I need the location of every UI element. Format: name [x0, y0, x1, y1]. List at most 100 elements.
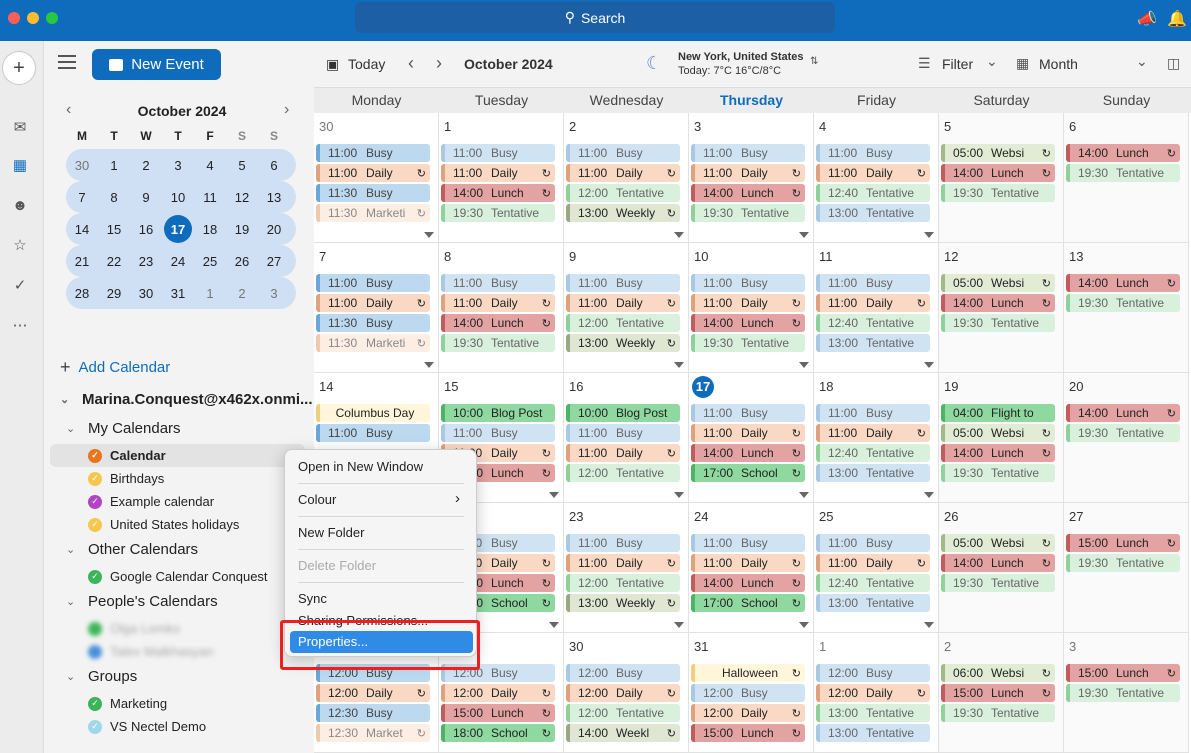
calendar-item-birthdays[interactable]: ✓ Birthdays: [88, 471, 358, 486]
day-cell[interactable]: 31 Halloween ↻ 12:00 Busy 12:00 Daily ↻ 15:00 Lun…: [689, 633, 814, 753]
filter-button[interactable]: Filter: [942, 56, 974, 72]
chevron-down-icon[interactable]: ⌄: [1136, 53, 1148, 69]
calendar-item-example[interactable]: ✓ Example calendar: [88, 494, 358, 509]
calendar-event[interactable]: 11:30 Marketi ↻: [316, 204, 430, 222]
calendar-event[interactable]: 11:00 Daily ↻: [441, 294, 555, 312]
calendar-event[interactable]: 15:00 Lunch ↻: [691, 724, 805, 742]
calendar-event[interactable]: 11:00 Daily ↻: [566, 164, 680, 182]
calendar-event[interactable]: 14:00 Lunch ↻: [691, 184, 805, 202]
panel-toggle-icon[interactable]: ◫: [1167, 55, 1181, 71]
more-events-icon[interactable]: [799, 232, 809, 238]
calendar-event[interactable]: 14:00 Lunch ↻: [691, 444, 805, 462]
calendar-event[interactable]: 17:00 School ↻: [691, 464, 805, 482]
calendar-event[interactable]: Columbus Day: [316, 404, 430, 422]
calendar-event[interactable]: 14:00 Lunch ↻: [1066, 144, 1180, 162]
mini-day[interactable]: 30: [74, 157, 90, 173]
calendar-event[interactable]: 19:30 Tentative: [691, 204, 805, 222]
calendar-event[interactable]: 14:00 Lunch ↻: [691, 314, 805, 332]
day-cell[interactable]: 30 11:00 Busy 11:00 Daily ↻ 11:30 Busy 11:30 Mark…: [314, 113, 439, 243]
more-events-icon[interactable]: [674, 232, 684, 238]
day-cell[interactable]: 3 15:00 Lunch ↻ 19:30 Tentative: [1064, 633, 1189, 753]
calendar-event[interactable]: 11:00 Daily ↻: [316, 294, 430, 312]
day-cell[interactable]: 2 06:00 Websi ↻ 15:00 Lunch ↻ 19:30 Tentative: [939, 633, 1064, 753]
minimize-window-button[interactable]: [27, 12, 39, 24]
my-calendars-header[interactable]: ⌄ My Calendars: [66, 420, 336, 437]
calendar-event[interactable]: 11:00 Daily ↻: [316, 164, 430, 182]
calendar-event[interactable]: 14:00 Lunch ↻: [941, 444, 1055, 462]
day-cell[interactable]: 1 11:00 Busy 11:00 Daily ↻ 14:00 Lunch ↻ 19:30 Ten…: [439, 113, 564, 243]
more-events-icon[interactable]: [799, 362, 809, 368]
mini-day[interactable]: 4: [206, 157, 214, 173]
menu-icon[interactable]: [58, 55, 76, 69]
calendar-event[interactable]: 12:00 Daily ↻: [816, 684, 930, 702]
more-events-icon[interactable]: [674, 622, 684, 628]
day-cell[interactable]: 2812:00Busy12:00Daily↻12:30Busy12:30Mark…: [314, 633, 439, 753]
calendar-event[interactable]: 14:00 Weekl ↻: [566, 724, 680, 742]
calendar-event[interactable]: 11:00 Daily ↻: [691, 294, 805, 312]
mini-day[interactable]: 22: [106, 253, 122, 269]
calendar-event[interactable]: 14:00 Lunch ↻: [941, 164, 1055, 182]
calendar-event[interactable]: 13:00 Tentative: [816, 334, 930, 352]
calendar-event[interactable]: 12:30 Market ↻: [316, 724, 430, 742]
more-events-icon[interactable]: [424, 232, 434, 238]
calendar-item-calendar[interactable]: ✓ Calendar: [50, 444, 305, 467]
maximize-window-button[interactable]: [46, 12, 58, 24]
mail-icon[interactable]: ✉: [13, 119, 27, 136]
today-button[interactable]: Today: [348, 56, 386, 72]
menu-item-colour[interactable]: Colour: [298, 492, 337, 507]
calendar-event[interactable]: 11:00 Busy: [816, 404, 930, 422]
more-events-icon[interactable]: [924, 492, 934, 498]
calendar-event[interactable]: 11:00 Busy: [816, 274, 930, 292]
day-cell[interactable]: 30 12:00 Busy 12:00 Daily ↻ 12:00 Tentative 14:0…: [564, 633, 689, 753]
calendar-event[interactable]: 05:00 Websi ↻: [941, 424, 1055, 442]
calendar-event[interactable]: 19:30 Tentative: [1066, 554, 1180, 572]
mini-day[interactable]: 1: [110, 157, 118, 173]
check-icon[interactable]: ✓: [88, 696, 102, 711]
more-apps-icon[interactable]: ⋯: [12, 317, 28, 334]
calendar-event[interactable]: 14:00 Lunch ↻: [441, 184, 555, 202]
calendar-event[interactable]: 19:30 Tentative: [941, 314, 1055, 332]
calendar-event[interactable]: 13:00 Tentative: [816, 204, 930, 222]
menu-item-new-folder[interactable]: New Folder: [298, 525, 365, 540]
calendar-event[interactable]: 05:00 Websi ↻: [941, 274, 1055, 292]
groups-header[interactable]: ⌄ Groups: [66, 668, 336, 685]
day-cell[interactable]: 14 Columbus Day 11:00 Busy: [314, 373, 439, 503]
calendar-event[interactable]: 11:00 Daily ↻: [566, 554, 680, 572]
calendar-event[interactable]: 06:00 Websi ↻: [941, 664, 1055, 682]
day-cell[interactable]: 2 11:00 Busy 11:00 Daily ↻ 12:00 Tentative 13:00…: [564, 113, 689, 243]
mini-day[interactable]: 2: [238, 285, 246, 301]
other-calendars-header[interactable]: ⌄ Other Calendars: [66, 541, 336, 558]
day-cell[interactable]: 20 14:00 Lunch ↻ 19:30 Tentative: [1064, 373, 1189, 503]
calendar-event[interactable]: 13:00 Tentative: [816, 704, 930, 722]
filter-icon[interactable]: ☰: [918, 55, 931, 71]
calendar-event[interactable]: 12:40 Tentative: [816, 184, 930, 202]
calendar-event[interactable]: 17:00 School ↻: [691, 594, 805, 612]
mini-day[interactable]: 2: [142, 157, 150, 173]
calendar-event[interactable]: 11:30 Marketi ↻: [316, 334, 430, 352]
calendar-event[interactable]: 18:00 School ↻: [441, 724, 555, 742]
day-cell[interactable]: 19 04:00 Flight to 05:00 Websi ↻ 14:00 Lunch ↻ 19…: [939, 373, 1064, 503]
calendar-event[interactable]: 12:00 Daily ↻: [566, 684, 680, 702]
mini-day[interactable]: 19: [234, 221, 250, 237]
mini-day[interactable]: 26: [234, 253, 250, 269]
calendar-event[interactable]: 11:00 Busy: [816, 534, 930, 552]
day-cell[interactable]: 23 11:00 Busy 11:00 Daily ↻ 12:00 Tentative 13:0…: [564, 503, 689, 633]
day-cell[interactable]: 5 05:00 Websi ↻ 14:00 Lunch ↻ 19:30 Tentative: [939, 113, 1064, 243]
calendar-event[interactable]: 14:00 Lunch ↻: [1066, 274, 1180, 292]
mini-day[interactable]: 10: [170, 189, 186, 205]
calendar-event[interactable]: 12:00 Tentative: [566, 704, 680, 722]
calendar-event[interactable]: 12:00 Tentative: [566, 464, 680, 482]
mini-day[interactable]: 25: [202, 253, 218, 269]
check-icon[interactable]: [88, 621, 102, 636]
calendar-event[interactable]: 11:00 Daily ↻: [566, 444, 680, 462]
new-event-button[interactable]: New Event: [92, 49, 221, 80]
calendar-event[interactable]: 15:00 Lunch ↻: [1066, 664, 1180, 682]
calendar-event[interactable]: 10:00 Blog Post: [566, 404, 680, 422]
check-icon[interactable]: ✓: [88, 494, 102, 509]
calendar-event[interactable]: 11:00 Busy: [691, 404, 805, 422]
calendar-event[interactable]: 13:00 Tentative: [816, 464, 930, 482]
calendar-event[interactable]: 12:00 Tentative: [566, 184, 680, 202]
mini-day[interactable]: 24: [170, 253, 186, 269]
megaphone-icon[interactable]: 📣: [1137, 11, 1157, 28]
calendar-event[interactable]: 19:30 Tentative: [441, 204, 555, 222]
